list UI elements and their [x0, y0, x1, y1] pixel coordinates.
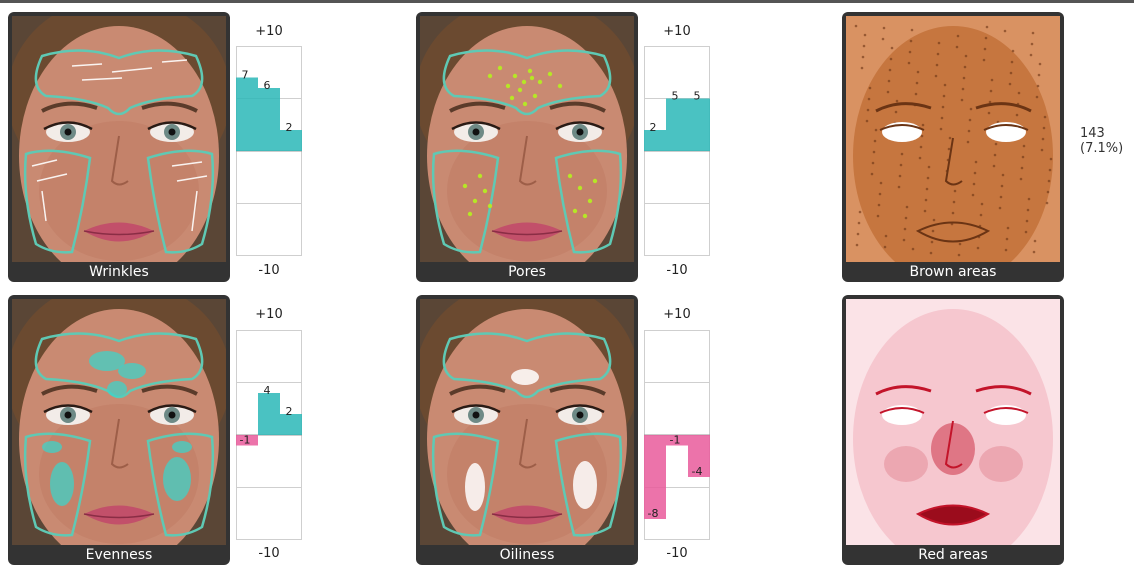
evenness-chart-bottom-label: -10	[258, 546, 280, 561]
bar-2	[666, 98, 688, 151]
oiliness-caption: Oiliness	[499, 547, 555, 563]
bar-value-label: -4	[692, 465, 703, 478]
bar-1	[236, 435, 258, 446]
bar-value-label: -1	[240, 434, 251, 447]
pores-caption: Pores	[508, 264, 546, 280]
brown-areas-image	[846, 16, 1060, 262]
evenness-score-chart: -1 4 2	[236, 330, 302, 540]
bar-3	[280, 130, 302, 151]
pores-score-chart: 2 5 5	[644, 46, 710, 256]
pores-face-image	[420, 16, 634, 262]
top-divider	[0, 0, 1134, 3]
oiliness-panel[interactable]: Oiliness	[416, 295, 638, 565]
bar-3	[280, 414, 302, 435]
oiliness-score-chart: -8 -1 -4	[644, 330, 710, 540]
bar-1	[644, 435, 666, 519]
wrinkles-face-image	[12, 16, 226, 262]
evenness-caption: Evenness	[85, 547, 153, 563]
bar-1	[644, 130, 666, 151]
pores-chart-bottom-label: -10	[666, 263, 688, 278]
bar-2	[666, 435, 688, 446]
red-areas-caption: Red areas	[918, 547, 988, 563]
oiliness-face-image	[420, 299, 634, 545]
bar-value-label: 5	[694, 90, 701, 103]
bar-2	[258, 88, 280, 151]
bar-value-label: 5	[672, 90, 679, 103]
oiliness-chart-top-label: +10	[663, 307, 691, 322]
bar-value-label: 2	[286, 405, 293, 418]
bar-value-label: 6	[264, 79, 271, 92]
brown-areas-count: 143 (7.1%)	[1080, 126, 1123, 156]
bar-value-label: 4	[264, 384, 271, 397]
brown-areas-count-value: 143	[1080, 126, 1105, 141]
bar-value-label: 2	[650, 121, 657, 134]
pores-chart-top-label: +10	[663, 24, 691, 39]
bar-value-label: 7	[242, 69, 249, 82]
bar-1	[236, 77, 258, 151]
bar-2	[258, 393, 280, 435]
wrinkles-chart-bottom-label: -10	[258, 263, 280, 278]
pores-panel[interactable]: Pores	[416, 12, 638, 282]
wrinkles-caption: Wrinkles	[89, 264, 149, 280]
red-areas-panel[interactable]: Red areas	[842, 295, 1064, 565]
wrinkles-score-chart: 7 6 2	[236, 46, 302, 256]
evenness-chart-top-label: +10	[255, 307, 283, 322]
red-areas-image	[846, 299, 1060, 545]
wrinkles-panel[interactable]: Wrinkles	[8, 12, 230, 282]
bar-3	[688, 98, 710, 151]
brown-areas-percent: (7.1%)	[1080, 141, 1124, 156]
bar-value-label: -8	[648, 507, 659, 520]
bar-3	[688, 435, 710, 477]
oiliness-chart-bottom-label: -10	[666, 546, 688, 561]
bar-value-label: -1	[670, 434, 681, 447]
brown-areas-panel[interactable]: Brown areas	[842, 12, 1064, 282]
wrinkles-chart-top-label: +10	[255, 24, 283, 39]
evenness-panel[interactable]: Evenness	[8, 295, 230, 565]
brown-areas-caption: Brown areas	[909, 264, 997, 280]
evenness-face-image	[12, 299, 226, 545]
bar-value-label: 2	[286, 121, 293, 134]
